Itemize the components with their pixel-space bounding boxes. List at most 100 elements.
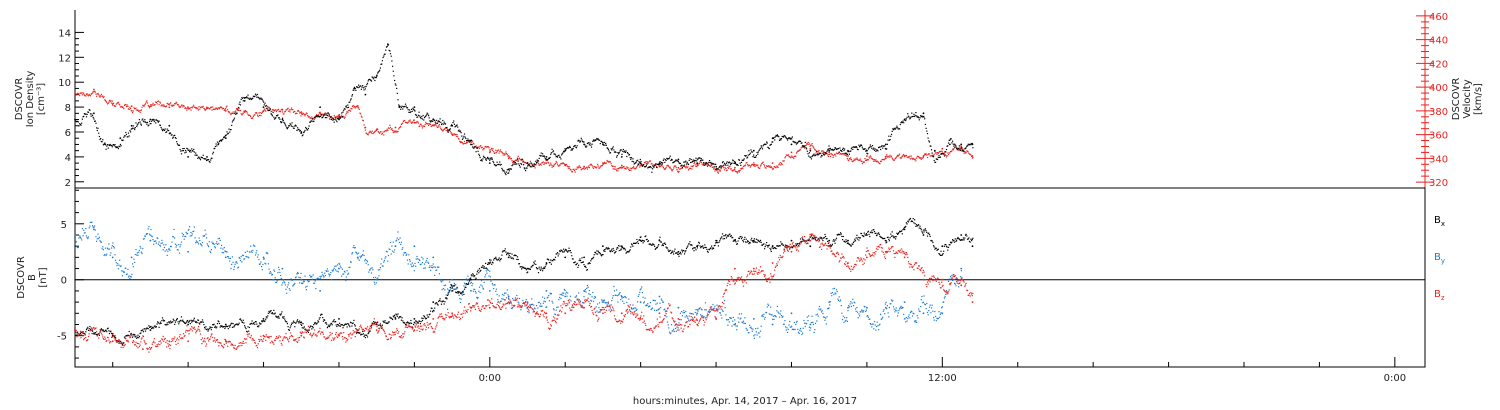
by-point-829 xyxy=(637,295,639,297)
velocity-point-317 xyxy=(290,109,292,111)
by-point-823 xyxy=(633,307,635,309)
velocity-point-1146 xyxy=(852,160,855,162)
velocity-point-732 xyxy=(571,171,574,173)
velocity-point-51 xyxy=(109,101,111,103)
density-point-1139 xyxy=(848,151,850,153)
bx-point-702 xyxy=(551,260,553,262)
bx-point-311 xyxy=(286,321,288,323)
by-point-956 xyxy=(723,299,726,302)
by-point-968 xyxy=(732,320,734,322)
by-point-1048 xyxy=(786,327,788,329)
by-point-1236 xyxy=(914,320,916,322)
density-point-932 xyxy=(707,164,709,166)
by-point-807 xyxy=(622,296,624,298)
density-point-534 xyxy=(437,121,439,123)
velocity-point-67 xyxy=(120,106,122,108)
density-point-897 xyxy=(683,164,686,166)
by-point-705 xyxy=(553,309,555,311)
by-point-1091 xyxy=(815,314,817,316)
by-point-951 xyxy=(720,314,722,316)
by-point-1203 xyxy=(891,300,893,302)
bx-point-273 xyxy=(260,323,262,325)
velocity-point-1206 xyxy=(893,159,895,161)
by-anchor-26 xyxy=(620,295,623,298)
bx-point-733 xyxy=(572,258,574,260)
density-point-1197 xyxy=(887,139,889,141)
by-point-529 xyxy=(434,274,436,276)
by-point-939 xyxy=(712,303,714,306)
by-point-1284 xyxy=(946,292,948,295)
density-point-1174 xyxy=(871,145,874,147)
bx-point-503 xyxy=(416,322,418,324)
density-point-1074 xyxy=(804,146,806,148)
velocity-point-760 xyxy=(590,163,593,166)
by-point-789 xyxy=(610,304,612,306)
by-anchor-40 xyxy=(884,306,887,309)
by-point-1292 xyxy=(952,279,954,281)
bx-point-74 xyxy=(125,335,127,337)
density-point-72 xyxy=(123,135,126,137)
bx-point-122 xyxy=(157,322,159,324)
bx-point-154 xyxy=(179,320,181,322)
density-point-564 xyxy=(457,130,459,132)
density-point-604 xyxy=(485,158,487,160)
bx-point-100 xyxy=(142,331,145,333)
velocity-point-908 xyxy=(691,168,693,170)
by-point-319 xyxy=(291,279,293,282)
bx-point-726 xyxy=(567,250,569,252)
velocity-point-467 xyxy=(392,129,394,131)
by-point-118 xyxy=(155,240,157,242)
by-point-1075 xyxy=(804,325,806,328)
velocity-point-1113 xyxy=(830,152,832,155)
density-anchor-52 xyxy=(960,143,963,146)
density-point-693 xyxy=(545,158,547,160)
velocity-point-295 xyxy=(275,109,277,111)
density-point-673 xyxy=(531,164,533,166)
by-point-539 xyxy=(440,281,443,283)
by-point-631 xyxy=(503,294,505,296)
density-point-139 xyxy=(169,132,171,134)
bx-point-630 xyxy=(502,250,504,252)
by-point-183 xyxy=(199,240,201,242)
density-point-722 xyxy=(565,149,567,151)
density-point-321 xyxy=(292,127,295,129)
by-point-55 xyxy=(112,242,114,244)
density-point-20 xyxy=(88,109,90,111)
density-point-159 xyxy=(182,150,185,152)
density-point-467 xyxy=(392,65,394,67)
by-point-29 xyxy=(94,229,96,231)
density-point-814 xyxy=(627,152,629,154)
density-point-1055 xyxy=(791,138,793,140)
density-point-365 xyxy=(322,115,324,117)
bx-point-168 xyxy=(189,320,191,322)
density-point-682 xyxy=(537,160,540,162)
velocity-point-219 xyxy=(223,109,225,111)
density-point-906 xyxy=(690,161,692,164)
density-point-762 xyxy=(592,140,594,142)
by-point-818 xyxy=(630,313,632,315)
velocity-point-1264 xyxy=(933,154,935,157)
by-point-1015 xyxy=(764,318,766,320)
by-point-142 xyxy=(171,241,173,243)
density-anchor-8 xyxy=(206,156,208,158)
velocity-point-971 xyxy=(734,168,736,171)
bx-point-439 xyxy=(373,321,375,323)
velocity-point-974 xyxy=(736,171,738,173)
by-point-439 xyxy=(373,276,375,279)
bx-point-127 xyxy=(161,320,163,322)
velocity-point-1023 xyxy=(769,165,771,167)
velocity-point-1195 xyxy=(886,154,888,156)
density-point-626 xyxy=(499,164,502,166)
density-point-198 xyxy=(209,161,211,163)
by-point-395 xyxy=(343,273,345,275)
by-point-50 xyxy=(108,248,111,250)
density-point-203 xyxy=(212,151,214,153)
bx-point-281 xyxy=(265,316,267,318)
bx-point-412 xyxy=(354,325,356,327)
density-point-1039 xyxy=(780,139,782,141)
velocity-point-1024 xyxy=(770,166,772,169)
velocity-point-159 xyxy=(182,105,185,107)
bx-point-701 xyxy=(550,263,552,265)
bx-point-269 xyxy=(257,326,259,328)
density-point-283 xyxy=(267,109,269,111)
